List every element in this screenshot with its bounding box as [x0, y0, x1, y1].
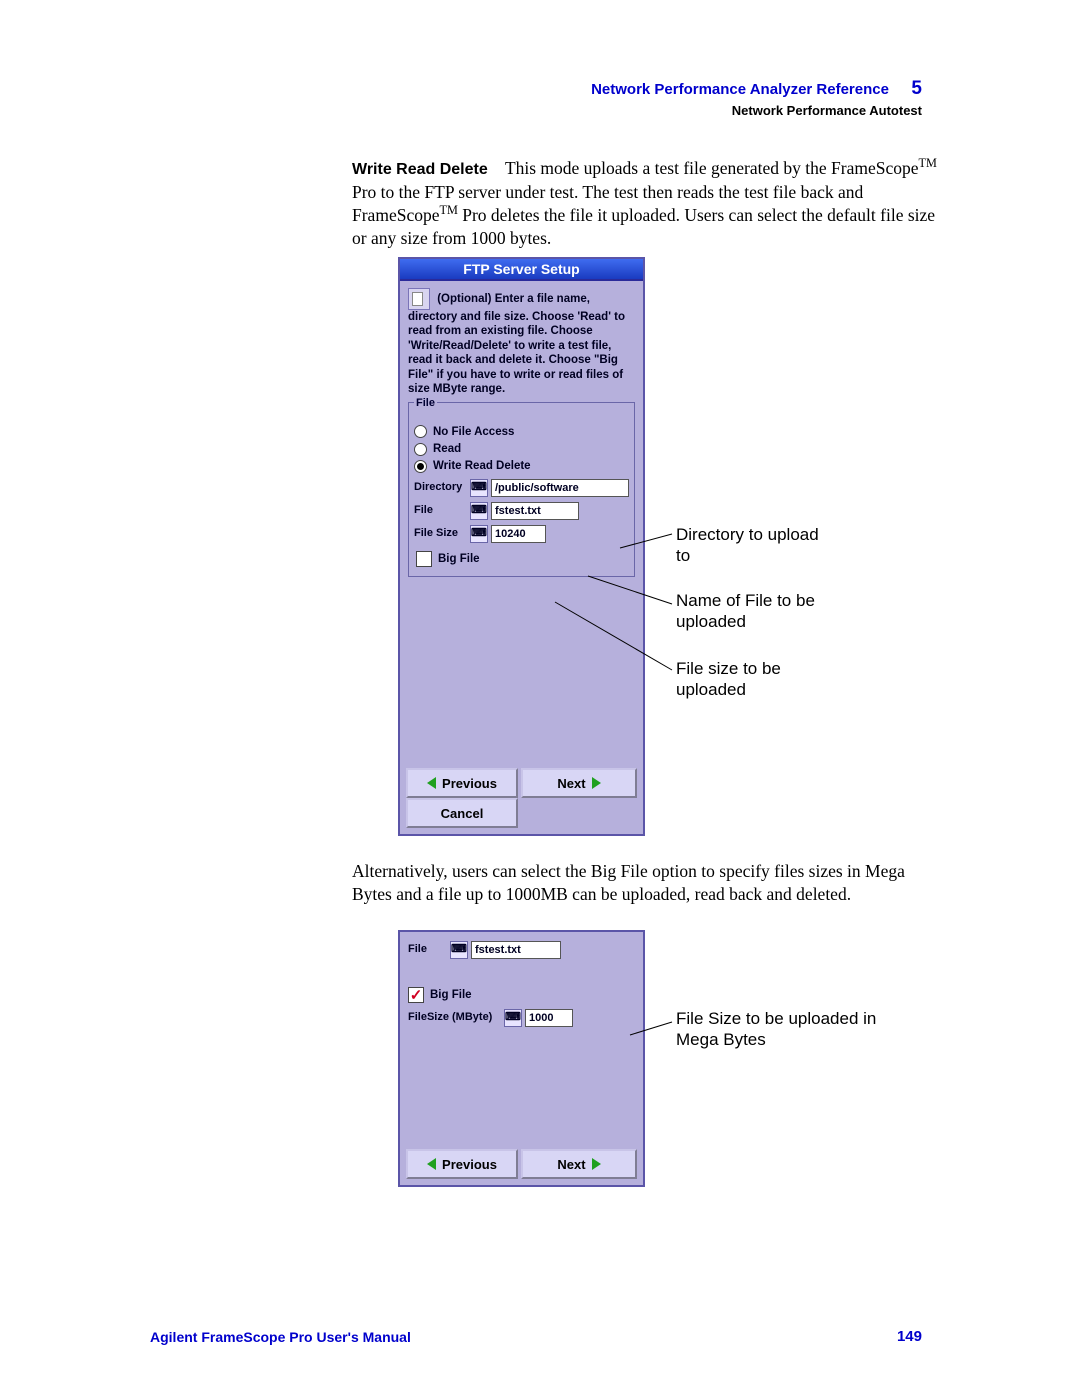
file-label: File [414, 504, 470, 518]
directory-label: Directory [414, 481, 470, 495]
chevron-right-icon [592, 777, 601, 789]
file-row: File fstest.txt [414, 502, 629, 520]
radio-label: No File Access [433, 425, 514, 439]
file-label-2: File [408, 943, 450, 957]
file-input[interactable]: fstest.txt [491, 502, 579, 520]
radio-label: Read [433, 442, 461, 456]
footer-manual-title: Agilent FrameScope Pro User's Manual [150, 1329, 411, 1345]
fieldset-legend: File [414, 397, 437, 411]
prev-label-2: Previous [442, 1157, 497, 1172]
keyboard-icon[interactable] [470, 479, 488, 497]
radio-read[interactable]: Read [414, 442, 629, 456]
nav-buttons: Previous Next Cancel [406, 768, 637, 828]
bigfile-label: Big File [438, 552, 480, 566]
paragraph-write-read-delete: Write Read Delete This mode uploads a te… [352, 156, 937, 250]
chevron-left-icon [427, 777, 436, 789]
radio-icon [414, 443, 427, 456]
chevron-right-icon [592, 1158, 601, 1170]
page-header: Network Performance Analyzer Reference 5… [591, 78, 922, 118]
bigfile-row-2[interactable]: Big File [408, 987, 635, 1003]
callout-filesize-mb: File Size to be uploaded in Mega Bytes [676, 1008, 896, 1051]
filesize-input[interactable]: 10240 [491, 525, 546, 543]
tm1: TM [919, 156, 937, 170]
keyboard-icon[interactable] [504, 1009, 522, 1027]
dialog-titlebar: FTP Server Setup [400, 259, 643, 281]
next-button[interactable]: Next [521, 768, 637, 798]
filesize-label: File Size [414, 527, 470, 541]
paragraph-bigfile: Alternatively, users can select the Big … [352, 860, 937, 906]
filesize-mb-input[interactable]: 1000 [525, 1009, 573, 1027]
wizard-intro: (Optional) Enter a file name, directory … [408, 288, 635, 396]
file-row-2: File fstest.txt [408, 941, 635, 959]
callout-filename: Name of File to be uploaded [676, 590, 856, 633]
keyboard-icon[interactable] [470, 502, 488, 520]
chapter-number: 5 [911, 78, 922, 99]
radio-no-file-access[interactable]: No File Access [414, 425, 629, 439]
tm2: TM [439, 203, 457, 217]
file-input-2[interactable]: fstest.txt [471, 941, 561, 959]
radio-icon [414, 425, 427, 438]
para1-a: This mode uploads a test file generated … [505, 158, 919, 178]
keyboard-icon[interactable] [450, 941, 468, 959]
callout-directory: Directory to upload to [676, 524, 836, 567]
directory-row: Directory /public/software [414, 479, 629, 497]
filesize-mb-row: FileSize (MByte) 1000 [408, 1009, 635, 1027]
cancel-label: Cancel [441, 806, 484, 821]
checkbox-checked-icon [408, 987, 424, 1003]
bigfile-row[interactable]: Big File [416, 551, 629, 567]
radio-icon-selected [414, 460, 427, 473]
previous-button-2[interactable]: Previous [406, 1149, 518, 1179]
bigfile-label-2: Big File [430, 988, 472, 1002]
next-button-2[interactable]: Next [521, 1149, 637, 1179]
para1-bold: Write Read Delete [352, 161, 488, 178]
chevron-left-icon [427, 1158, 436, 1170]
directory-input[interactable]: /public/software [491, 479, 629, 497]
radio-write-read-delete[interactable]: Write Read Delete [414, 459, 629, 473]
nav-buttons-2: Previous Next [406, 1149, 637, 1179]
filesize-mb-label: FileSize (MByte) [408, 1011, 504, 1025]
cancel-button[interactable]: Cancel [406, 798, 518, 828]
keyboard-icon[interactable] [470, 525, 488, 543]
header-subtitle: Network Performance Autotest [591, 103, 922, 118]
file-fieldset: File No File Access Read Write Read Dele… [408, 402, 635, 577]
ftp-server-setup-dialog: FTP Server Setup (Optional) Enter a file… [398, 257, 645, 836]
prev-label: Previous [442, 776, 497, 791]
next-label: Next [557, 776, 585, 791]
bigfile-dialog: File fstest.txt Big File FileSize (MByte… [398, 930, 645, 1187]
callout-filesize: File size to be uploaded [676, 658, 836, 701]
header-title: Network Performance Analyzer Reference [591, 81, 889, 98]
next-label-2: Next [557, 1157, 585, 1172]
filesize-row: File Size 10240 [414, 525, 629, 543]
radio-label: Write Read Delete [433, 459, 531, 473]
checkbox-icon [416, 551, 432, 567]
page-number: 149 [897, 1328, 922, 1345]
intro-text: (Optional) Enter a file name, directory … [408, 293, 625, 395]
previous-button[interactable]: Previous [406, 768, 518, 798]
wizard-icon [408, 288, 430, 310]
